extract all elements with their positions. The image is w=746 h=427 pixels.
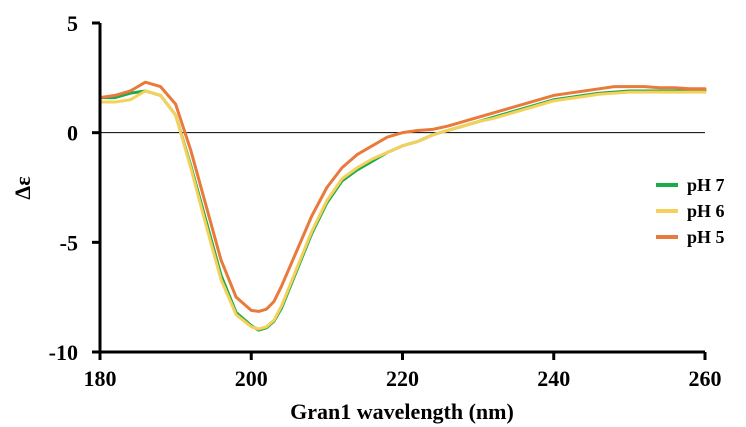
y-tick-label: -10 <box>49 340 78 365</box>
x-tick-label: 260 <box>689 366 722 391</box>
legend: pH 7 pH 6 pH 5 <box>656 175 725 247</box>
y-tick-label: 5 <box>67 11 78 36</box>
x-axis-title: Gran1 wavelength (nm) <box>290 399 514 424</box>
series-line-ph-6 <box>98 89 707 331</box>
x-tick-label: 200 <box>235 366 268 391</box>
legend-label-ph-7: pH 7 <box>687 175 725 195</box>
legend-label-ph-6: pH 6 <box>687 201 725 221</box>
legend-label-ph-5: pH 5 <box>687 227 725 247</box>
axes-layer <box>98 23 705 354</box>
series-layer <box>98 80 707 332</box>
y-tick-label: 0 <box>67 121 78 146</box>
y-tick-label: -5 <box>60 230 78 255</box>
x-tick-label: 180 <box>84 366 117 391</box>
x-tick-label: 240 <box>537 366 570 391</box>
tick-layer: 180 200 220 240 260 5 0 -5 -10 <box>49 11 722 391</box>
x-tick-label: 220 <box>386 366 419 391</box>
y-axis-title: Δε <box>10 176 35 199</box>
series-line-ph-5 <box>98 80 707 313</box>
series-line-ph-7 <box>98 89 707 332</box>
